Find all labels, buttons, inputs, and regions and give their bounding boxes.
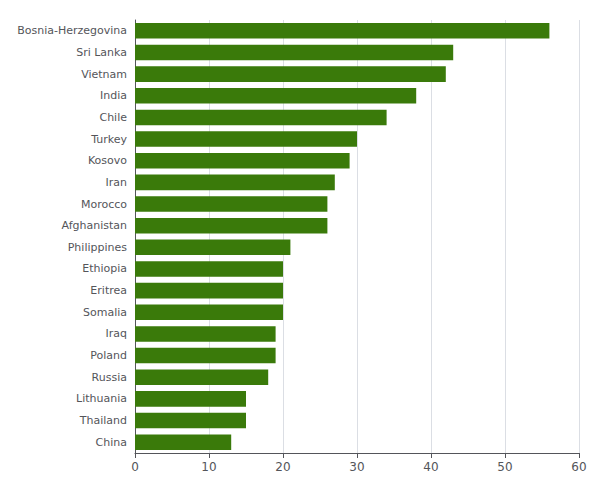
svg-text:30: 30 (349, 460, 364, 474)
svg-text:20: 20 (275, 460, 290, 474)
svg-text:Iran: Iran (106, 176, 128, 189)
svg-text:Russia: Russia (92, 371, 127, 384)
svg-text:India: India (100, 89, 127, 102)
svg-text:0: 0 (131, 460, 139, 474)
svg-text:Philippines: Philippines (68, 241, 128, 254)
svg-text:Chile: Chile (99, 111, 127, 124)
svg-text:Afghanistan: Afghanistan (62, 219, 128, 232)
svg-text:Kosovo: Kosovo (88, 154, 127, 167)
svg-text:Iraq: Iraq (106, 327, 128, 340)
svg-text:50: 50 (497, 460, 512, 474)
svg-text:Bosnia-Herzegovina: Bosnia-Herzegovina (17, 24, 127, 37)
svg-text:Eritrea: Eritrea (90, 284, 127, 297)
svg-text:60: 60 (571, 460, 586, 474)
svg-text:Poland: Poland (90, 349, 127, 362)
svg-text:Somalia: Somalia (83, 306, 127, 319)
svg-text:Thailand: Thailand (79, 414, 127, 427)
svg-text:40: 40 (423, 460, 438, 474)
svg-text:China: China (96, 436, 127, 449)
svg-text:Sri Lanka: Sri Lanka (76, 46, 127, 59)
svg-text:Lithuania: Lithuania (76, 392, 127, 405)
svg-text:10: 10 (201, 460, 216, 474)
svg-text:Vietnam: Vietnam (81, 68, 127, 81)
svg-text:Ethiopia: Ethiopia (82, 262, 127, 275)
svg-text:Morocco: Morocco (81, 198, 127, 211)
svg-text:Turkey: Turkey (90, 133, 127, 146)
